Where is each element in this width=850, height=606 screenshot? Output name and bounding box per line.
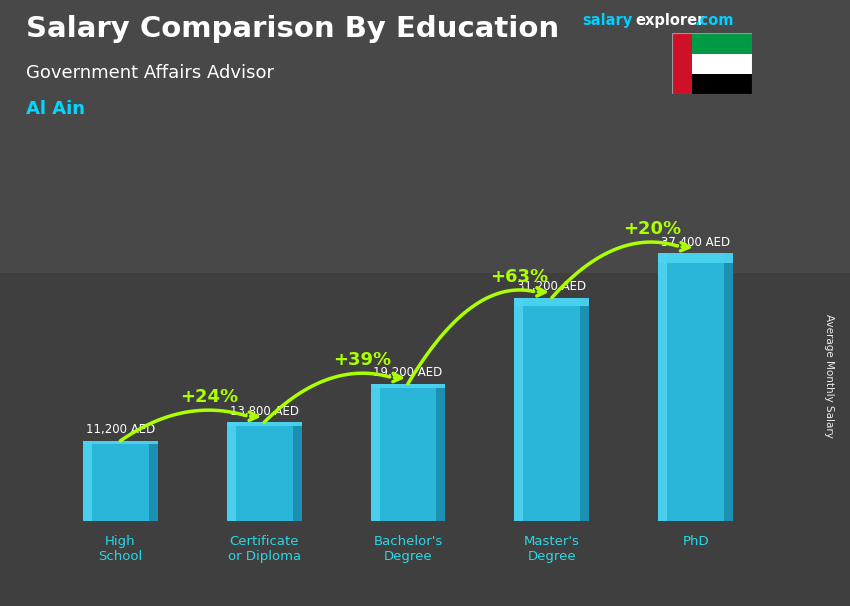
Bar — [581, 298, 589, 521]
Bar — [514, 298, 589, 521]
Text: Government Affairs Advisor: Government Affairs Advisor — [26, 64, 274, 82]
Text: Al Ain: Al Ain — [26, 100, 84, 118]
Text: 19,200 AED: 19,200 AED — [373, 366, 443, 379]
Bar — [692, 74, 752, 94]
Text: +20%: +20% — [623, 221, 681, 238]
Bar — [672, 33, 692, 94]
Text: explorer: explorer — [635, 13, 705, 28]
Text: Salary Comparison By Education: Salary Comparison By Education — [26, 15, 558, 43]
Text: 31,200 AED: 31,200 AED — [518, 280, 586, 293]
Bar — [692, 33, 752, 53]
Text: 11,200 AED: 11,200 AED — [86, 423, 155, 436]
Bar — [292, 422, 302, 521]
Bar — [371, 384, 445, 388]
Text: +63%: +63% — [490, 268, 548, 286]
Bar — [692, 53, 752, 74]
Bar — [658, 253, 733, 262]
Bar — [514, 298, 589, 305]
Text: 13,800 AED: 13,800 AED — [230, 405, 298, 418]
Bar — [436, 384, 445, 521]
Bar — [83, 441, 158, 521]
Bar — [227, 422, 235, 521]
Bar — [227, 422, 302, 521]
Bar — [371, 384, 380, 521]
Bar — [371, 384, 445, 521]
Bar — [149, 441, 158, 521]
Bar — [514, 298, 524, 521]
Text: +24%: +24% — [180, 388, 239, 407]
Bar — [83, 441, 92, 521]
Bar — [83, 441, 158, 444]
Text: +39%: +39% — [333, 351, 392, 370]
Text: Average Monthly Salary: Average Monthly Salary — [824, 314, 834, 438]
Bar — [0, 273, 850, 606]
Text: .com: .com — [694, 13, 734, 28]
Bar — [658, 253, 667, 521]
Bar — [227, 422, 302, 426]
Bar — [658, 253, 733, 521]
Bar — [724, 253, 733, 521]
Text: salary: salary — [582, 13, 632, 28]
Text: 37,400 AED: 37,400 AED — [661, 236, 730, 248]
